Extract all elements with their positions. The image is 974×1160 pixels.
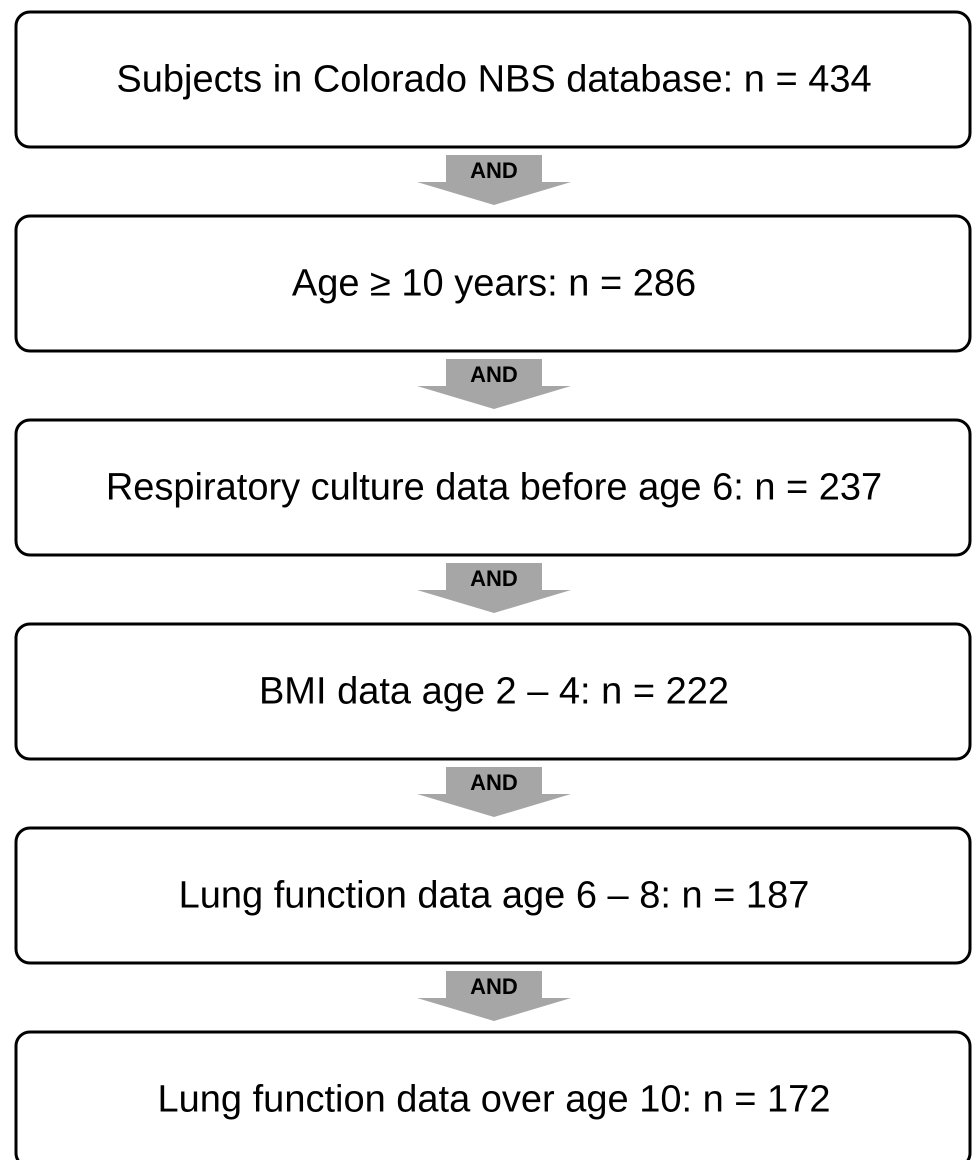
step-label: Lung function data over age 10: n = 172 bbox=[158, 1079, 831, 1121]
arrow bbox=[417, 767, 571, 817]
step-label: Lung function data age 6 – 8: n = 187 bbox=[179, 875, 810, 917]
connector-label: AND bbox=[470, 770, 518, 795]
step-box bbox=[14, 1030, 972, 1160]
step-label: Respiratory culture data before age 6: n… bbox=[106, 467, 882, 509]
arrow bbox=[417, 359, 571, 409]
arrow bbox=[417, 563, 571, 613]
step-box bbox=[14, 826, 972, 965]
step-box bbox=[14, 214, 972, 353]
arrow bbox=[417, 155, 571, 205]
step-box bbox=[14, 10, 972, 149]
step-label: Age ≥ 10 years: n = 286 bbox=[292, 263, 696, 305]
connector-label: AND bbox=[470, 158, 518, 183]
arrow bbox=[417, 971, 571, 1021]
step-label: BMI data age 2 – 4: n = 222 bbox=[259, 671, 729, 713]
connector-label: AND bbox=[470, 362, 518, 387]
step-box bbox=[14, 622, 972, 761]
step-label: Subjects in Colorado NBS database: n = 4… bbox=[116, 59, 871, 101]
connector-label: AND bbox=[470, 566, 518, 591]
step-box bbox=[14, 418, 972, 557]
connector-label: AND bbox=[470, 974, 518, 999]
